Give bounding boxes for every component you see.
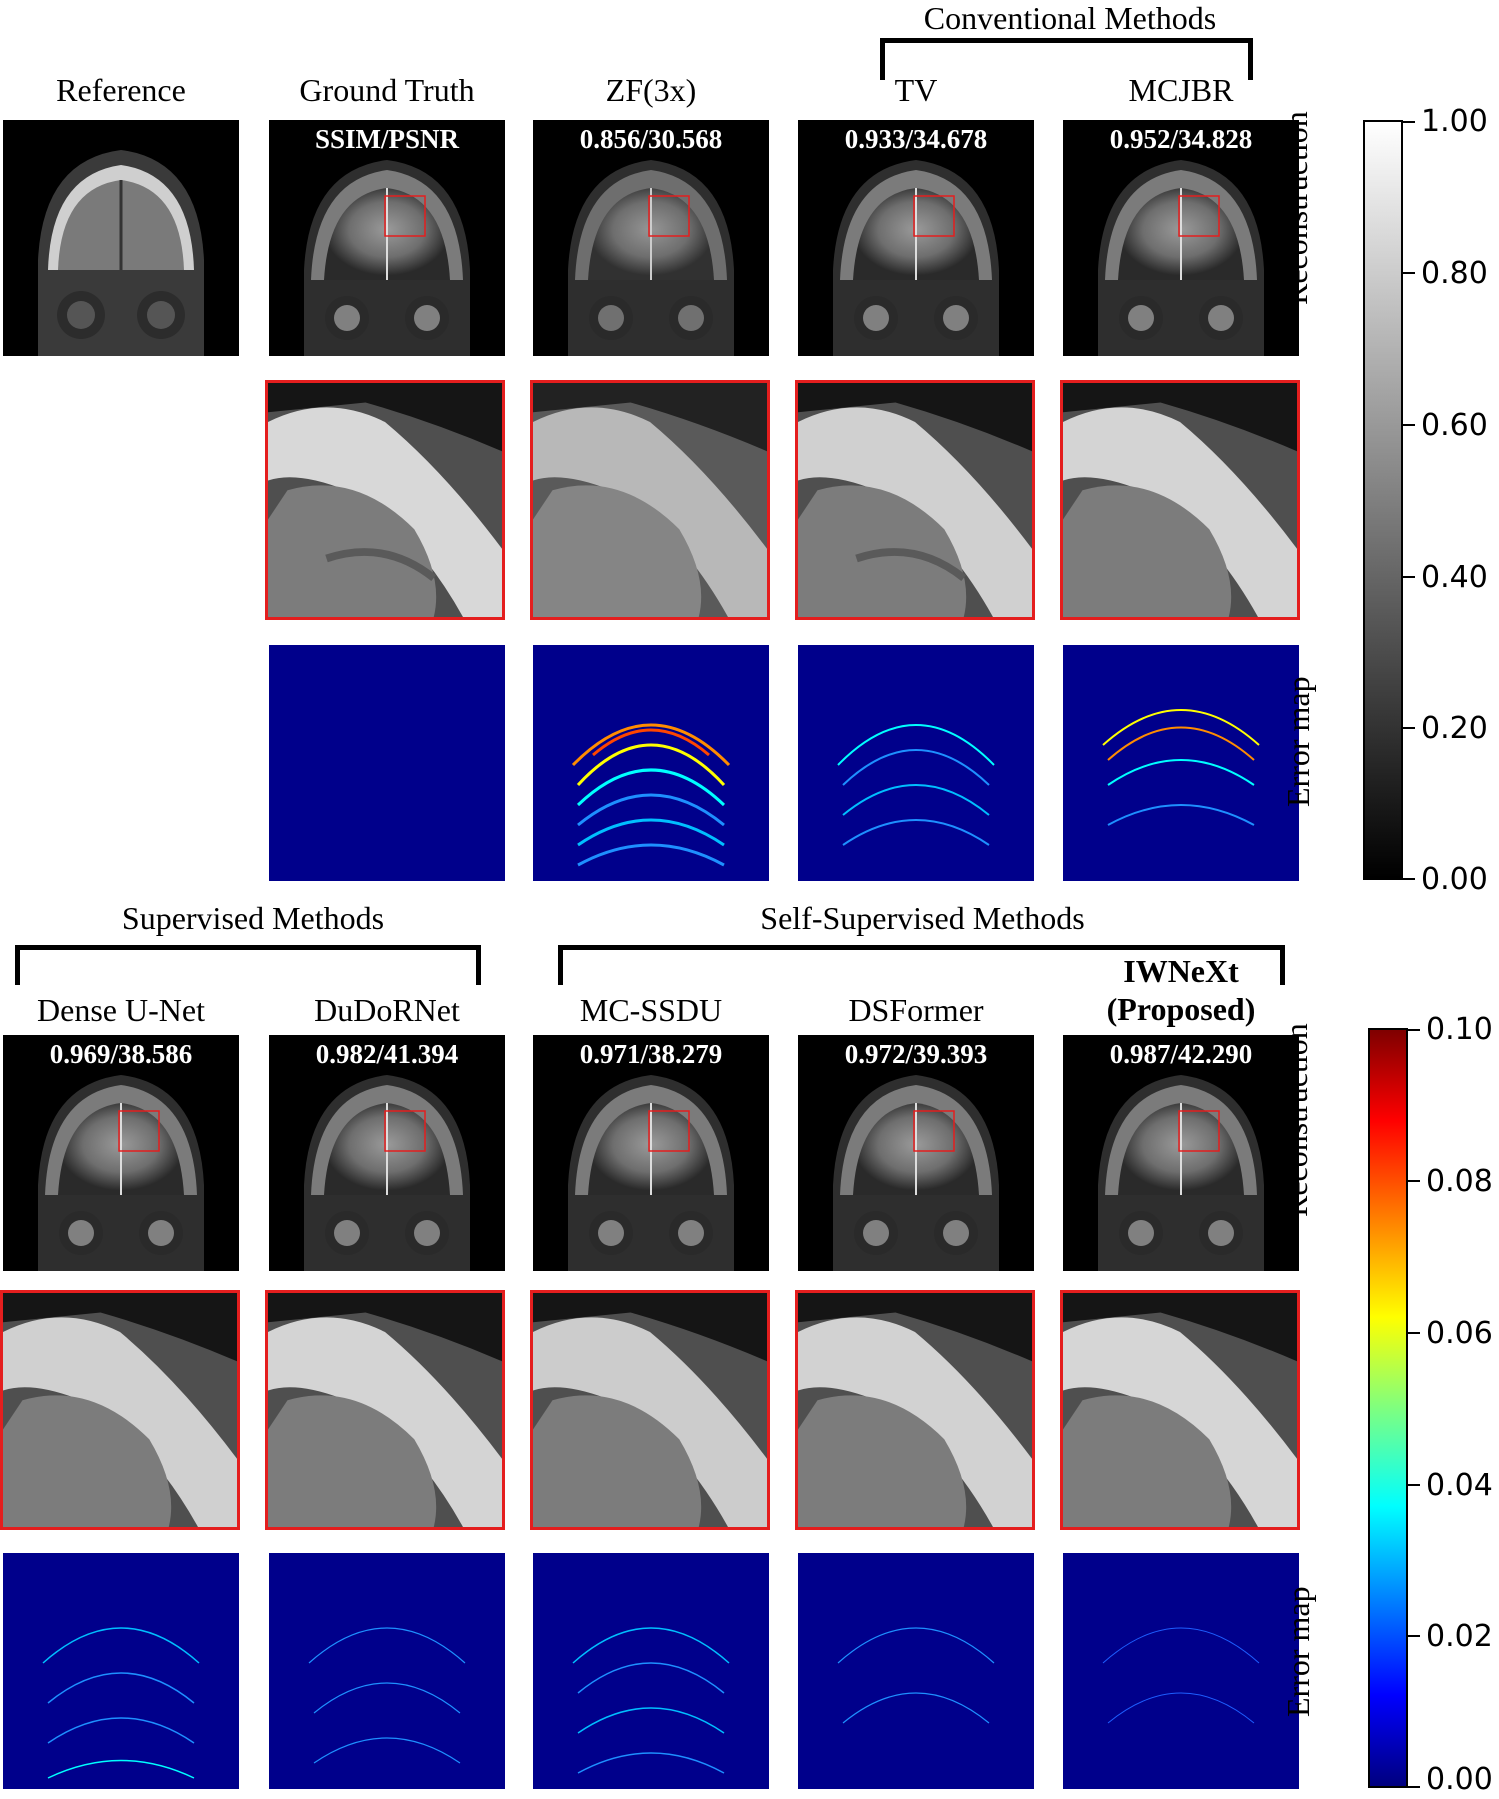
iwnext-error-map	[1063, 1553, 1299, 1789]
gray-tick-1: 1.00	[1421, 104, 1488, 139]
reference-image	[3, 120, 239, 356]
metric-dudornet: 0.982/41.394	[315, 1039, 459, 1069]
metric-zf: 0.856/30.568	[579, 124, 723, 154]
mc-ssdu-zoom	[530, 1290, 770, 1530]
tv-image: 0.933/34.678	[798, 120, 1034, 356]
metric-mc-ssdu: 0.971/38.279	[579, 1039, 723, 1069]
row-label-error-map-top: Error map	[1280, 676, 1316, 807]
ground-truth-error-map	[269, 645, 505, 881]
jet-tick-4: 0.04	[1426, 1468, 1493, 1503]
gray-tick-2: 0.80	[1421, 256, 1488, 291]
dense-unet-zoom	[0, 1290, 240, 1530]
dsformer-image: 0.972/39.393	[798, 1035, 1034, 1271]
mcjbr-error-map	[1063, 645, 1299, 881]
dudornet-image: 0.982/41.394	[269, 1035, 505, 1271]
proposed-label: (Proposed)	[1106, 991, 1256, 1027]
zf-image: 0.856/30.568	[533, 120, 769, 356]
conventional-bracket	[880, 38, 1253, 80]
gray-tick-4: 0.40	[1421, 560, 1488, 595]
column-title-mc-ssdu: MC-SSDU	[579, 992, 723, 1028]
column-title-iwnext: IWNeXt (Proposed)	[1063, 952, 1299, 1028]
jet-tick-2: 0.08	[1426, 1164, 1493, 1199]
self-supervised-methods-title: Self-Supervised Methods	[760, 900, 1085, 936]
self-supervised-bracket	[558, 945, 1285, 985]
metric-tv: 0.933/34.678	[844, 124, 988, 154]
mcjbr-zoom	[1060, 380, 1300, 620]
row-label-reconstruction-top: Reconstruction	[1278, 111, 1314, 305]
zf-zoom	[530, 380, 770, 620]
metric-label-header: SSIM/PSNR	[314, 124, 460, 154]
jet-tick-5: 0.02	[1426, 1619, 1493, 1654]
zf-error-map	[533, 645, 769, 881]
gray-tick-6: 0.00	[1421, 862, 1488, 897]
row-label-error-map-bottom: Error map	[1280, 1586, 1316, 1717]
ground-truth-zoom	[265, 380, 505, 620]
column-title-ground-truth: Ground Truth	[299, 72, 475, 108]
column-title-dudornet: DuDoRNet	[314, 992, 460, 1028]
ground-truth-image: SSIM/PSNR	[269, 120, 505, 356]
iwnext-image: 0.987/42.290	[1063, 1035, 1299, 1271]
supervised-bracket	[15, 945, 481, 985]
mc-ssdu-error-map	[533, 1553, 769, 1789]
metric-dense-unet: 0.969/38.586	[49, 1039, 193, 1069]
supervised-methods-title: Supervised Methods	[121, 900, 385, 936]
conventional-methods-title: Conventional Methods	[923, 0, 1217, 36]
dense-unet-image: 0.969/38.586	[3, 1035, 239, 1271]
iwnext-zoom	[1060, 1290, 1300, 1530]
gray-colorbar	[1363, 120, 1403, 880]
column-title-tv: TV	[894, 72, 938, 108]
column-title-zf: ZF(3x)	[605, 72, 697, 108]
jet-tick-1: 0.10	[1426, 1012, 1493, 1047]
dsformer-zoom	[795, 1290, 1035, 1530]
column-title-reference: Reference	[56, 72, 186, 108]
metric-iwnext: 0.987/42.290	[1109, 1039, 1253, 1069]
gray-tick-3: 0.60	[1421, 408, 1488, 443]
metric-dsformer: 0.972/39.393	[844, 1039, 988, 1069]
gray-tick-5: 0.20	[1421, 711, 1488, 746]
dense-unet-error-map	[3, 1553, 239, 1789]
jet-colorbar	[1368, 1028, 1408, 1788]
mcjbr-image: 0.952/34.828	[1063, 120, 1299, 356]
jet-tick-6: 0.00	[1426, 1762, 1493, 1797]
dudornet-error-map	[269, 1553, 505, 1789]
column-title-dsformer: DSFormer	[848, 992, 984, 1028]
dsformer-error-map	[798, 1553, 1034, 1789]
tv-zoom	[795, 380, 1035, 620]
tv-error-map	[798, 645, 1034, 881]
mc-ssdu-image: 0.971/38.279	[533, 1035, 769, 1271]
iwnext-label: IWNeXt	[1123, 953, 1239, 989]
row-label-reconstruction-bottom: Reconstruction	[1278, 1023, 1314, 1217]
column-title-dense-unet: Dense U-Net	[37, 992, 205, 1028]
column-title-mcjbr: MCJBR	[1128, 72, 1234, 108]
metric-mcjbr: 0.952/34.828	[1109, 124, 1253, 154]
jet-tick-3: 0.06	[1426, 1316, 1493, 1351]
dudornet-zoom	[265, 1290, 505, 1530]
